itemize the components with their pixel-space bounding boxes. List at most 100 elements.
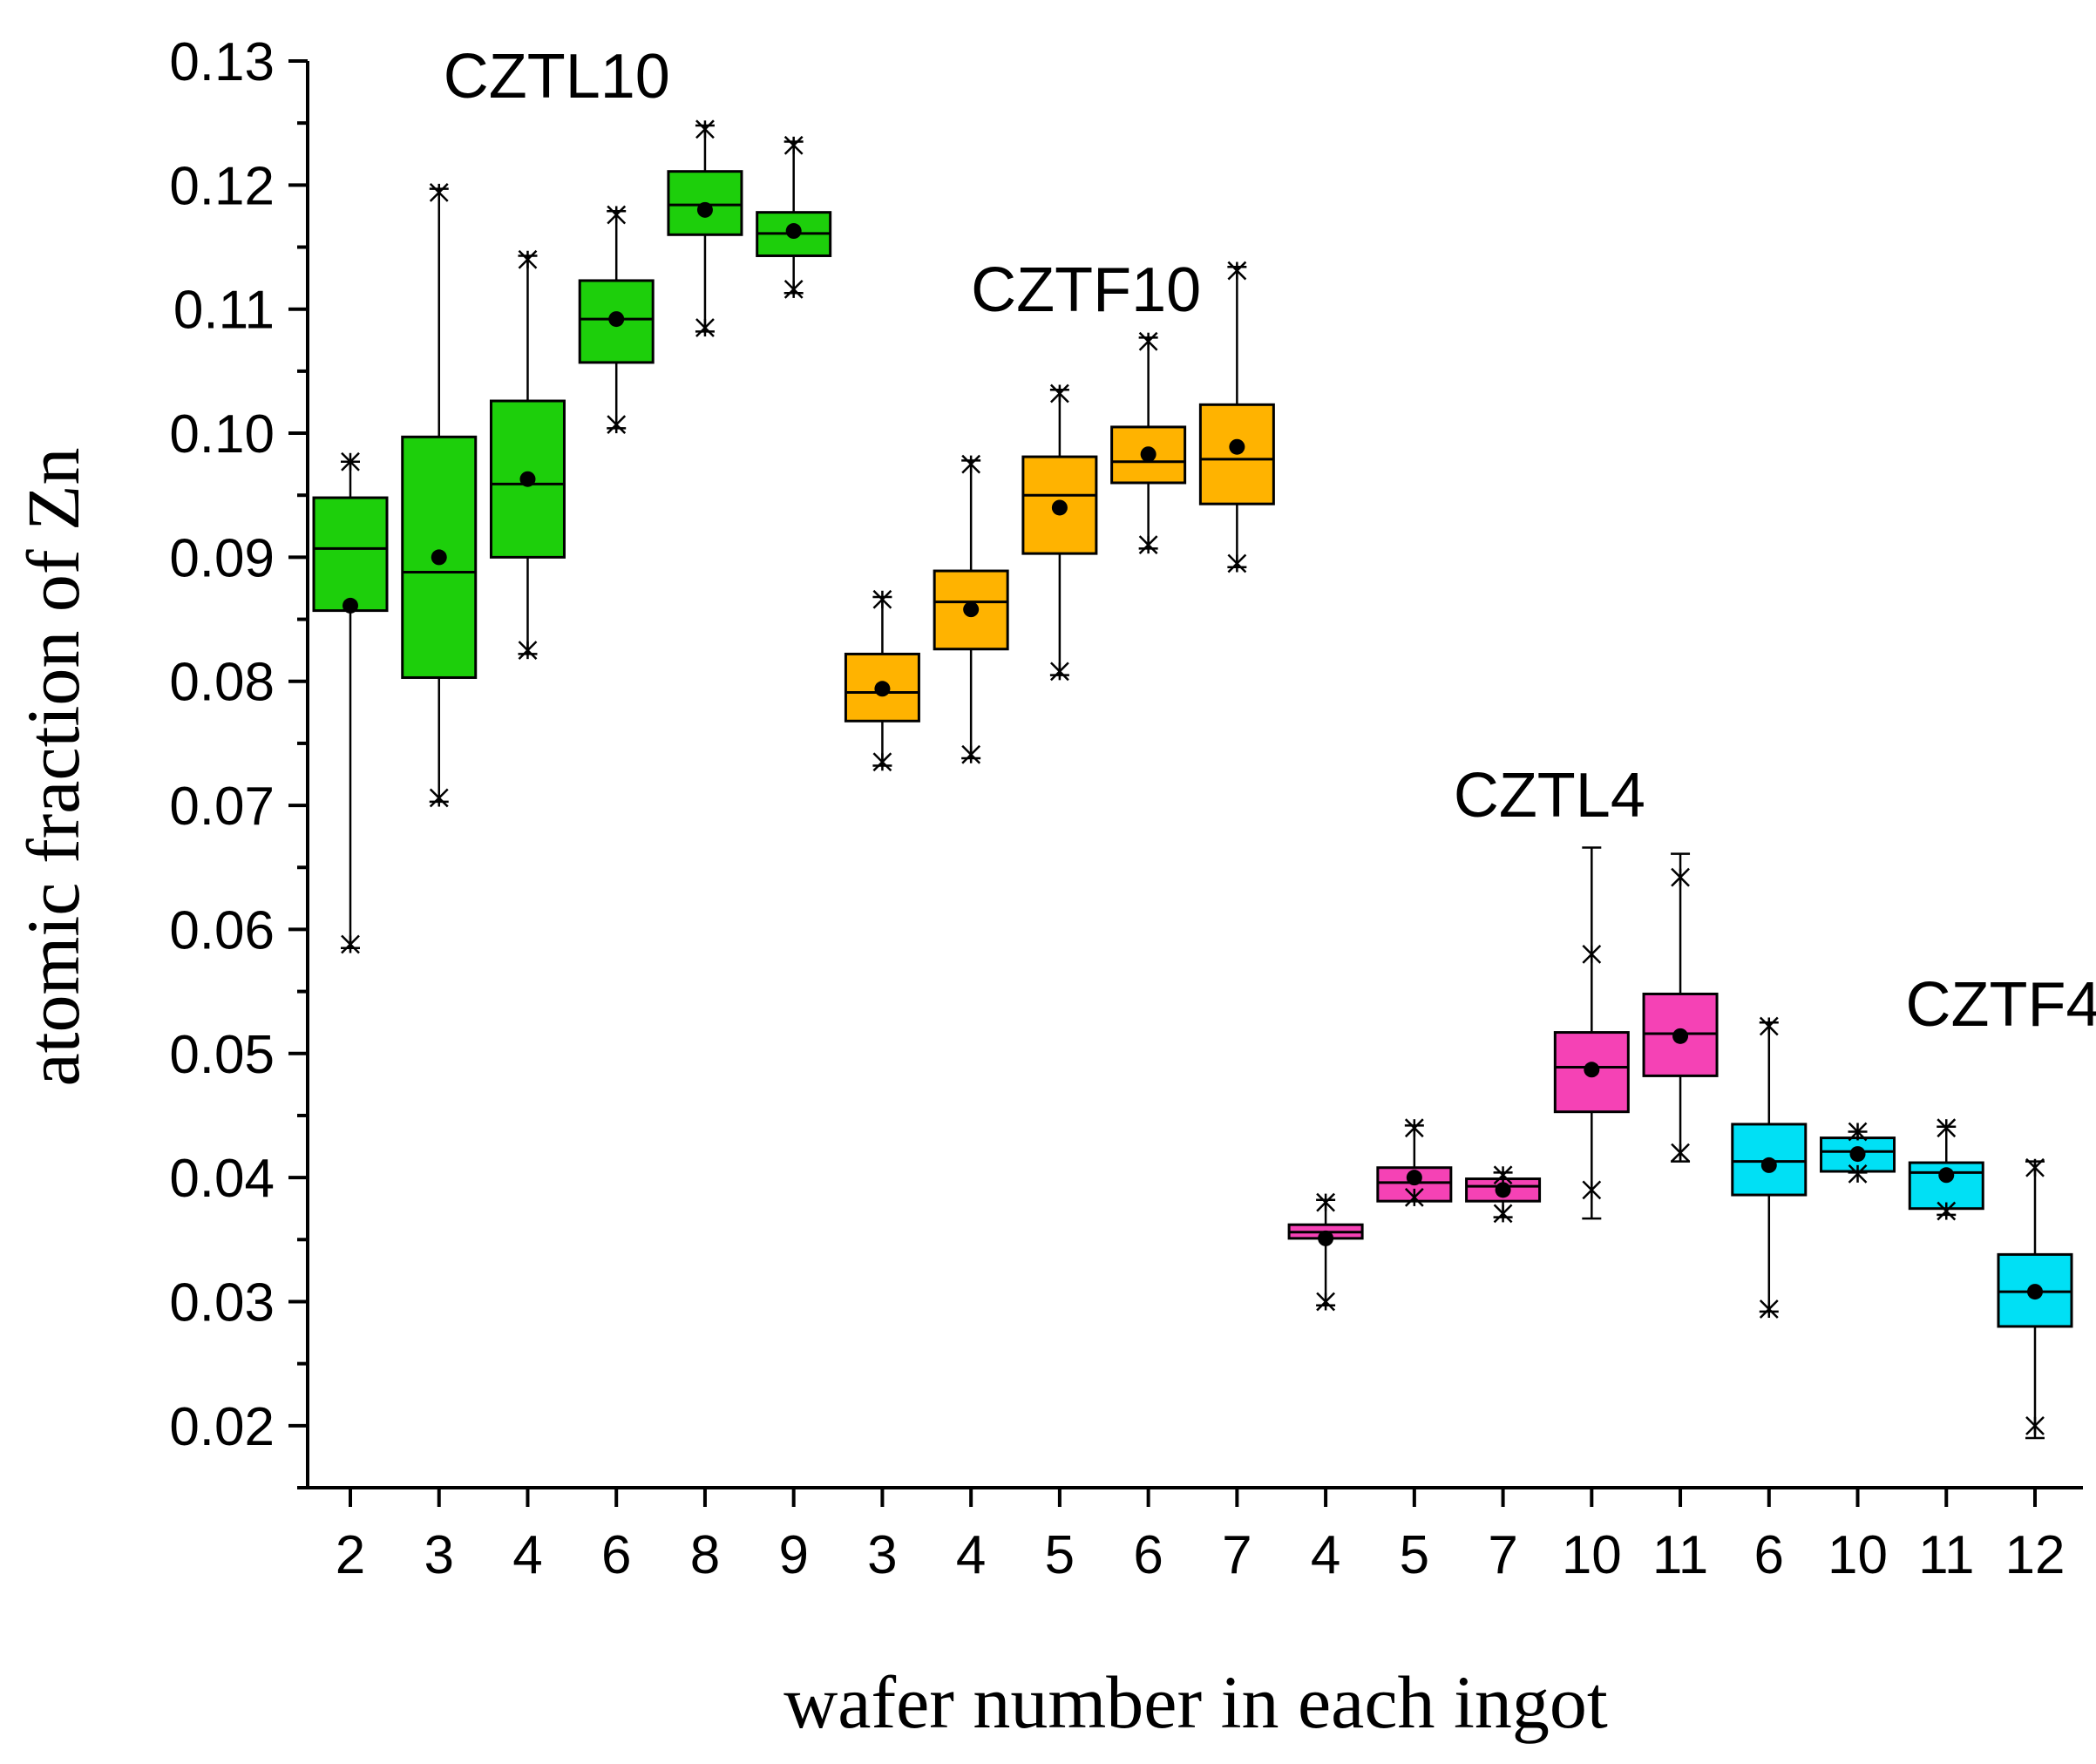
- x-tick-label: 4: [956, 1525, 986, 1585]
- x-tick-label: 4: [1311, 1525, 1340, 1585]
- outlier-marker: [1759, 1016, 1779, 1036]
- box-cztl4-wafer-7: [1465, 1165, 1542, 1224]
- mean-marker: [785, 223, 802, 240]
- box-cztf10-wafer-7: [1198, 261, 1275, 573]
- axes-layer: 0.02 0.03 0.04 0.05 0.06 0.07 0.08 0.09 0.10 0.11…: [169, 32, 2083, 1585]
- outlier-marker: [872, 589, 892, 609]
- mean-marker: [1318, 1230, 1334, 1246]
- box-cztl10-wafer-3: [401, 183, 478, 808]
- outlier-marker: [783, 280, 804, 299]
- outlier-marker: [1759, 1299, 1779, 1319]
- y-tick-label: 0.06: [169, 900, 275, 960]
- outlier-marker: [872, 752, 892, 772]
- outlier-marker: [1937, 1118, 1957, 1138]
- y-tick-label: 0.12: [169, 156, 275, 216]
- outlier-marker: [1493, 1204, 1513, 1224]
- outlier-marker: [783, 135, 804, 155]
- x-tick-label: 5: [1400, 1525, 1429, 1585]
- mean-marker: [343, 597, 358, 614]
- y-tick-label: 0.09: [169, 528, 275, 588]
- y-tick-label: 0.05: [169, 1025, 275, 1085]
- x-tick-label: 3: [424, 1525, 453, 1585]
- outlier-marker: [2025, 1157, 2045, 1177]
- outlier-marker: [695, 119, 715, 139]
- group-label-cztf10: CZTF10: [971, 255, 1201, 325]
- box-cztf10-wafer-6: [1110, 331, 1187, 555]
- outlier-marker: [961, 744, 981, 764]
- x-tick-label: 6: [1754, 1525, 1784, 1585]
- outlier-marker: [961, 454, 981, 474]
- outlier-marker: [1937, 1201, 1957, 1221]
- box-cztl10-wafer-9: [756, 135, 832, 299]
- group-label-cztf4: CZTF4: [1906, 970, 2096, 1040]
- mean-marker: [1229, 438, 1245, 455]
- mean-marker: [2027, 1284, 2043, 1300]
- y-tick-label: 0.07: [169, 777, 275, 837]
- x-tick-label: 12: [2005, 1525, 2065, 1585]
- x-tick-label: 4: [512, 1525, 542, 1585]
- box-body: [1731, 1123, 1808, 1197]
- outlier-marker: [1671, 1143, 1690, 1163]
- y-axis-title: atomic fraction of Zn: [11, 447, 95, 1086]
- x-tick-label: 7: [1222, 1525, 1251, 1585]
- mean-marker: [1584, 1062, 1600, 1078]
- box-cztf4-wafer-11: [1908, 1118, 1984, 1221]
- x-tick-label: 6: [601, 1525, 631, 1585]
- y-tick-label: 0.08: [169, 653, 275, 713]
- outlier-marker: [1848, 1164, 1868, 1184]
- box-cztl10-wafer-2: [312, 451, 389, 954]
- x-tick-label: 6: [1133, 1525, 1163, 1585]
- x-tick-label: 5: [1045, 1525, 1075, 1585]
- group-label-cztl4: CZTL4: [1454, 761, 1645, 831]
- outlier-marker: [1316, 1192, 1335, 1212]
- box-cztl4-wafer-10: [1553, 846, 1630, 1220]
- box-cztf10-wafer-5: [1021, 383, 1098, 682]
- box-cztl4-wafer-11: [1642, 852, 1719, 1163]
- x-axis-title: wafer number in each ingot: [783, 1660, 1608, 1744]
- box-cztf4-wafer-6: [1731, 1016, 1808, 1319]
- mean-marker: [431, 549, 447, 566]
- outlier-marker: [1404, 1118, 1424, 1138]
- mean-marker: [1051, 499, 1068, 516]
- x-tick-label: 11: [1652, 1525, 1708, 1585]
- y-tick-label: 0.11: [173, 281, 275, 341]
- marks-layer: CZTL10 CZTF10 CZTL4 CZTF4: [312, 42, 2096, 1440]
- outlier-marker: [341, 934, 360, 954]
- box-cztf4-wafer-12: [1997, 1157, 2073, 1440]
- mean-marker: [608, 311, 625, 328]
- outlier-marker: [607, 205, 627, 225]
- box-cztf10-wafer-4: [933, 454, 1009, 764]
- mean-marker: [1140, 446, 1157, 463]
- y-tick-label: 0.13: [169, 32, 275, 92]
- outlier-marker: [429, 183, 449, 202]
- outlier-marker: [1582, 945, 1602, 964]
- x-tick-label: 9: [778, 1525, 808, 1585]
- mean-marker: [1406, 1170, 1422, 1186]
- outlier-marker: [2025, 1415, 2045, 1435]
- box-body: [1198, 403, 1275, 505]
- box-cztf4-wafer-10: [1820, 1122, 1896, 1184]
- outlier-marker: [518, 641, 538, 661]
- x-tick-label: 11: [1918, 1525, 1974, 1585]
- box-body: [312, 496, 389, 613]
- mean-marker: [696, 201, 713, 218]
- box-cztl10-wafer-8: [667, 119, 743, 337]
- x-tick-label: 10: [1828, 1525, 1888, 1585]
- outlier-marker: [1050, 662, 1069, 682]
- x-tick-label: 8: [690, 1525, 720, 1585]
- outlier-marker: [1138, 535, 1158, 555]
- outlier-marker: [1671, 867, 1690, 887]
- mean-marker: [963, 601, 980, 618]
- outlier-marker: [1050, 383, 1069, 404]
- outlier-marker: [341, 451, 360, 472]
- y-tick-label: 0.04: [169, 1149, 275, 1209]
- y-tick-label: 0.02: [169, 1397, 275, 1457]
- box-cztl10-wafer-6: [578, 205, 655, 434]
- outlier-marker: [1848, 1122, 1868, 1142]
- box-body: [1553, 1031, 1630, 1114]
- mean-marker: [1849, 1146, 1866, 1163]
- outlier-marker: [1316, 1292, 1335, 1312]
- y-tick-label: 0.03: [169, 1272, 275, 1333]
- outlier-marker: [1493, 1165, 1513, 1185]
